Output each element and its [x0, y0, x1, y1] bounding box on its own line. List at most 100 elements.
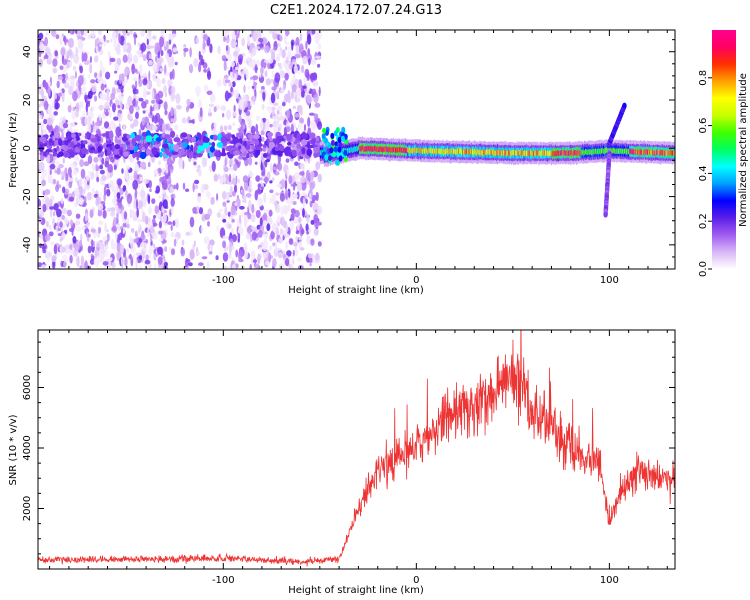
spectrogram-band-mark [145, 148, 151, 156]
spectrogram-noise-mark [73, 187, 80, 196]
spectrogram-noise-mark [264, 70, 268, 78]
spectrogram-noise-mark [44, 194, 48, 200]
spectrogram-noise-mark [202, 39, 206, 51]
spectrogram-signal-mark [589, 149, 591, 155]
spectrogram-noise-mark [229, 241, 233, 253]
spectrogram-noise-mark [170, 197, 175, 207]
spectrogram-signal-mark [511, 150, 513, 156]
spectrogram-signal-mark [669, 149, 671, 155]
spectrogram-noise-mark [223, 265, 228, 269]
spectrogram-signal-mark [586, 149, 588, 155]
spectrogram-noise-mark [122, 185, 127, 192]
spectrogram-noise-mark [299, 247, 305, 251]
spectrogram-signal-mark [427, 149, 429, 155]
spectrogram-band-mark [58, 151, 64, 157]
spectrogram-noise-mark [151, 222, 158, 227]
spectrogram-band-mark [161, 143, 169, 149]
spectrogram-signal-mark [455, 149, 457, 155]
spectrogram-noise-mark [62, 223, 66, 229]
spectrogram-noise-mark [126, 223, 130, 229]
spectrogram-noise-mark [213, 173, 219, 182]
spectrogram-noise-mark [64, 35, 67, 46]
spectrogram-noise-mark [230, 205, 236, 216]
spectrogram-signal-mark [413, 147, 415, 153]
spectrogram-noise-mark [210, 196, 215, 205]
spectrogram-noise-mark [279, 47, 283, 52]
spectrogram-noise-mark [271, 177, 275, 182]
spectrogram-band-mark [165, 151, 172, 156]
spectrogram-signal-mark [358, 144, 360, 151]
spectrogram-signal-mark [442, 149, 444, 155]
spectrogram-noise-mark [299, 171, 305, 176]
spectrogram-noise-mark [44, 233, 51, 242]
spectrogram-noise-mark [107, 207, 112, 212]
spectrogram-signal-mark [652, 149, 654, 155]
spectrogram-signal-mark [593, 148, 595, 155]
spectrogram-band-mark [78, 132, 82, 137]
spectrogram-signal-mark [526, 150, 528, 157]
spectrogram-noise-mark [176, 104, 182, 110]
spectrogram-signal-mark [565, 150, 567, 156]
spectrogram-band-mark [66, 135, 72, 139]
spectrogram-signal-mark [425, 147, 428, 154]
spectrogram-noise-mark [61, 73, 66, 82]
spectrogram-signal-mark [335, 150, 337, 156]
spectrogram-noise-mark [269, 198, 273, 204]
spectrogram-signal-mark [434, 148, 436, 154]
spectrogram-noise-mark [110, 38, 113, 43]
spectrogram-noise-mark [43, 100, 49, 111]
spectrogram-noise-mark [239, 214, 242, 224]
spectrogram-noise-mark [68, 177, 74, 182]
spectrogram-band-mark [144, 142, 148, 150]
spectrogram-signal-mark [472, 149, 474, 155]
spectrogram-noise-mark [49, 175, 53, 185]
spectrogram-band-mark [253, 134, 260, 140]
spectrogram-noise-mark [223, 36, 226, 43]
spectrogram-signal-mark [552, 150, 554, 157]
spectrogram-noise-mark [164, 214, 167, 222]
spectrogram-noise-mark [126, 217, 130, 223]
spectrogram-noise-mark [201, 256, 208, 260]
spectrogram-noise-mark [228, 265, 231, 269]
spectrogram-noise-mark [288, 61, 293, 70]
spectrogram-noise-mark [194, 165, 199, 169]
spectrogram-signal-mark [513, 149, 515, 155]
spectrogram-noise-mark [61, 214, 65, 220]
spectrogram-signal-mark [395, 147, 397, 154]
spectrogram-noise-mark [56, 208, 62, 218]
spectrogram-noise-mark [265, 260, 271, 266]
spectrogram-noise-mark [131, 84, 135, 90]
spectrogram-noise-mark [229, 158, 234, 167]
spectrogram-noise-mark [296, 94, 300, 103]
spectrogram-signal-mark [628, 149, 630, 155]
spectrogram-noise-mark [243, 194, 247, 203]
spectrogram-noise-mark [287, 89, 291, 99]
spectrogram-noise-mark [157, 167, 162, 174]
spectrogram-signal-mark [406, 147, 408, 154]
spectrogram-signal-mark [621, 148, 623, 154]
spectrogram-signal-mark [381, 146, 384, 153]
spectrogram-noise-mark [225, 235, 229, 240]
spectrogram-signal-mark [380, 146, 382, 152]
spectrogram-noise-mark [283, 34, 287, 45]
spectrogram-noise-mark [290, 208, 296, 214]
spectrogram-noise-mark [209, 93, 216, 103]
spectrogram-signal-mark [581, 149, 583, 155]
spectrogram-band-mark [102, 133, 107, 137]
spectrogram-noise-mark [306, 81, 311, 91]
spectrogram-noise-mark [38, 198, 42, 209]
spectrogram-band-mark [100, 151, 105, 156]
spectrogram-noise-mark [105, 107, 109, 115]
spectrogram-noise-mark [170, 248, 176, 256]
spectrogram-noise-mark [75, 102, 80, 113]
spectrogram-noise-mark [56, 80, 60, 89]
spectrogram-noise-mark [112, 226, 117, 232]
spectrogram-signal-mark [426, 148, 428, 154]
spectrogram-signal-mark [500, 150, 502, 156]
spectrogram-noise-mark [92, 120, 95, 128]
spectrogram-noise-mark [173, 124, 179, 131]
spectrogram-noise-mark [80, 233, 83, 242]
spectrogram-noise-mark [66, 209, 72, 217]
spectrogram-noise-mark [292, 242, 298, 247]
spectrogram-noise-mark [140, 234, 146, 240]
